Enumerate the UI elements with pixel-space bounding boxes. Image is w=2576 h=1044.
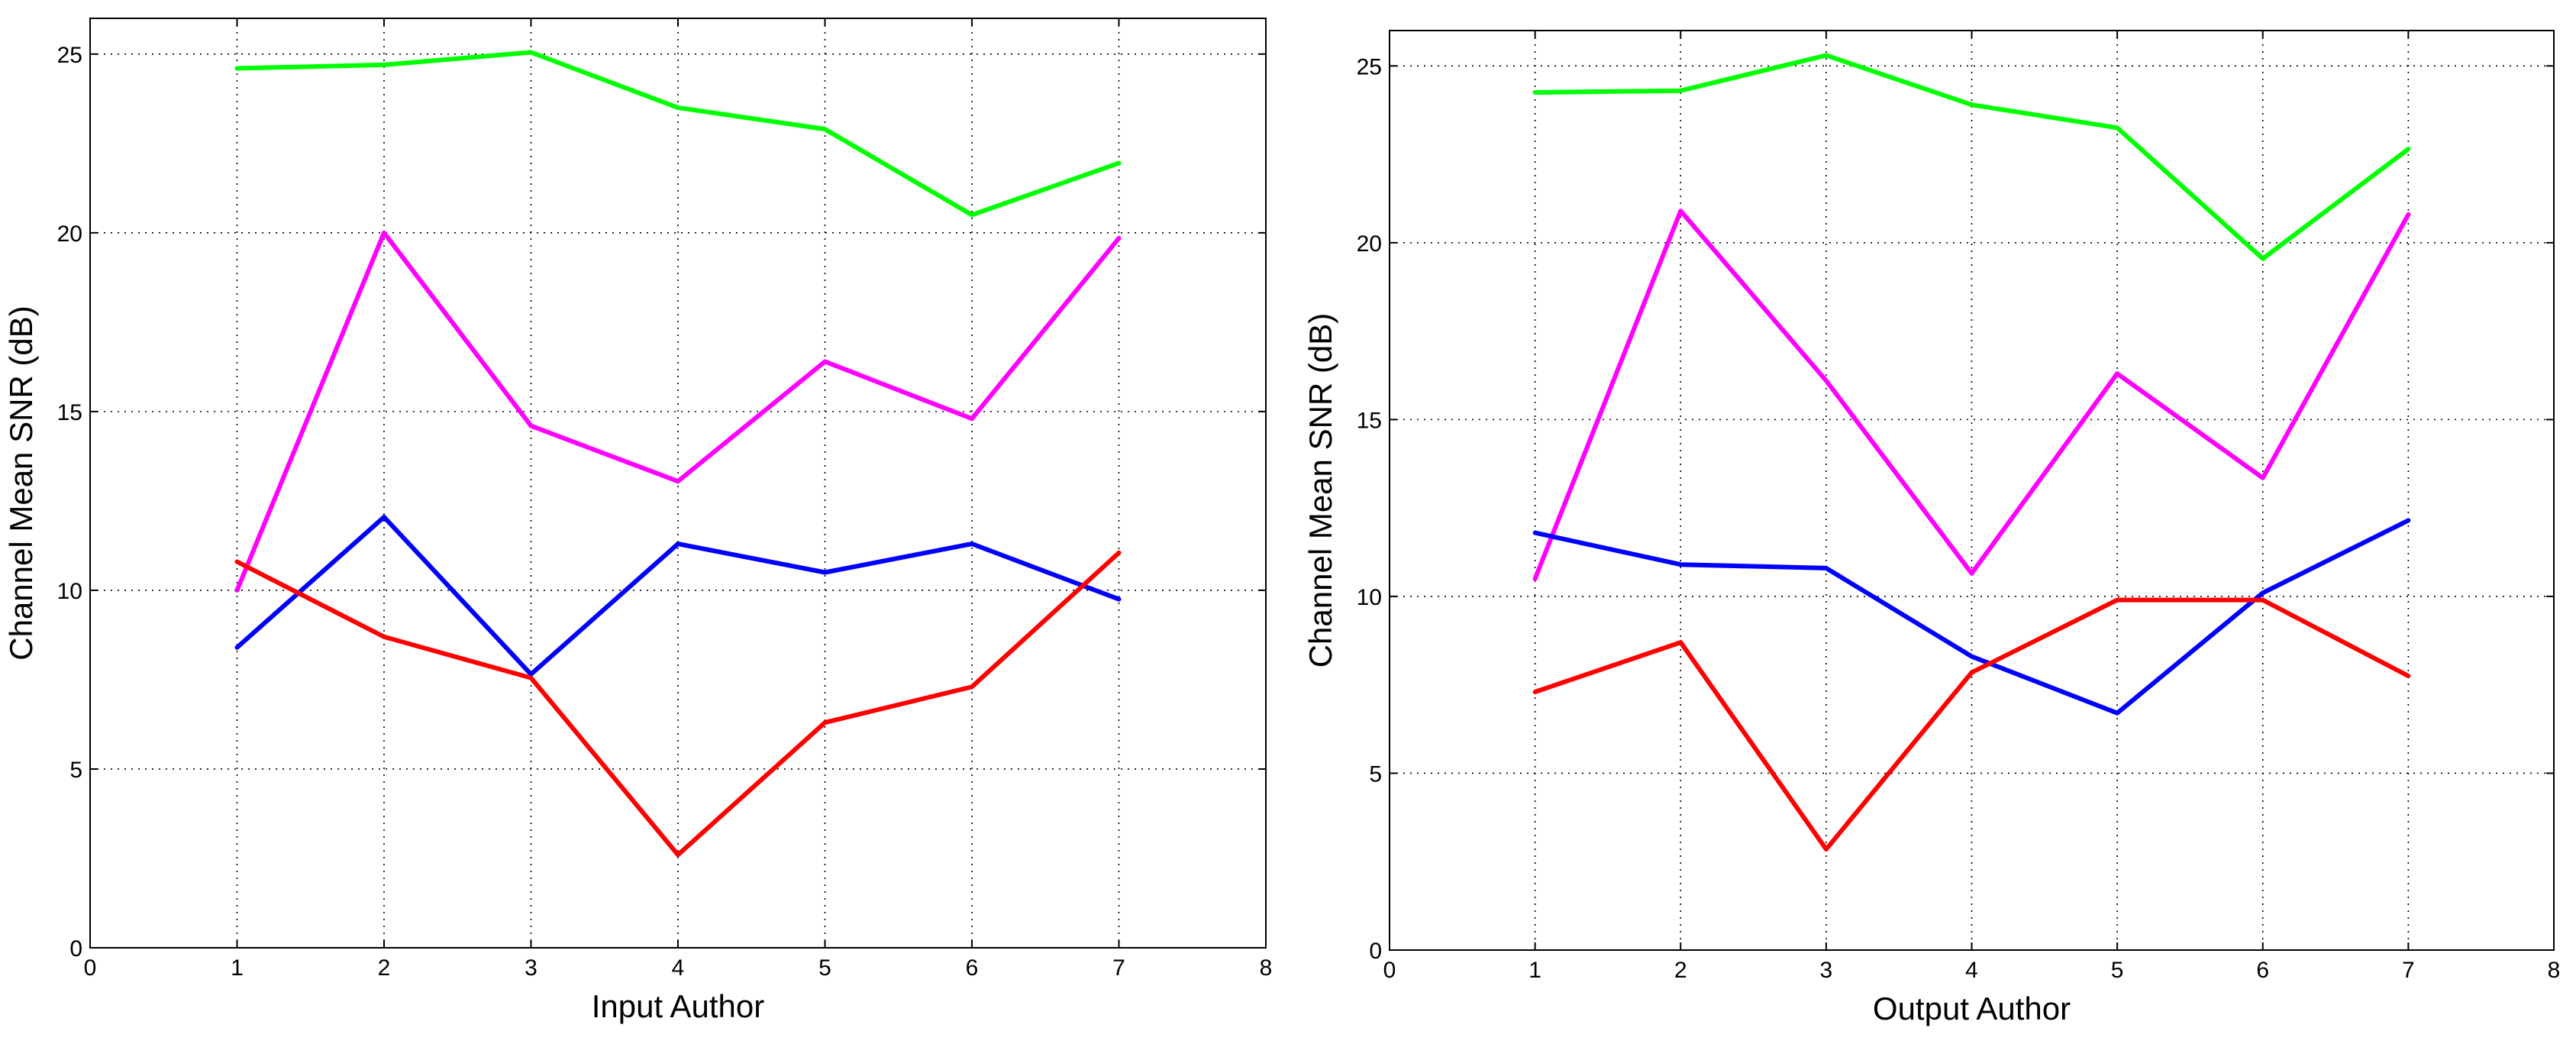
x-tick-label: 5 [818, 955, 831, 981]
y-tick-label: 10 [57, 579, 82, 604]
y-tick-label: 0 [1369, 939, 1382, 964]
x-tick-label: 3 [525, 955, 537, 981]
x-tick-label: 2 [1674, 958, 1687, 983]
right-chart: 0 1 2 3 4 5 6 7 8 0 5 10 15 20 25 Output Author Channe… [1303, 31, 2560, 1026]
y-tick-label: 5 [69, 758, 82, 783]
figure: 0 1 2 3 4 5 6 7 80510152025 Input Author Channel… [0, 0, 2576, 1044]
plot-content: 0 1 2 3 4 5 6 7 8 0 5 10 15 20 25 [57, 18, 1273, 981]
x-tick-label: 2 [378, 955, 391, 981]
x-axis-label: Input Author [592, 988, 765, 1024]
x-tick-label: 1 [1528, 958, 1541, 983]
y-axis-label: Channel Mean SNR (dB) [3, 305, 39, 661]
x-tick-label: 4 [672, 955, 685, 981]
x-tick-label: 6 [966, 955, 979, 981]
plot-content: 0 1 2 3 4 5 6 7 8 0 5 10 15 20 25 [1357, 31, 2561, 983]
y-tick-label: 0 [69, 936, 82, 962]
x-tick-label: 6 [2256, 958, 2269, 983]
y-tick-label: 15 [1357, 408, 1382, 433]
x-tick-label: 3 [1820, 958, 1833, 983]
y-tick-label: 25 [57, 43, 82, 68]
left-chart: 0 1 2 3 4 5 6 7 8 0 5 10 15 20 25 Input Author Channel… [3, 18, 1272, 1024]
x-axis-label-holder: Input Author [592, 988, 765, 1024]
x-tick-label: 1 [231, 955, 244, 981]
y-axis-label-holder: Channel Mean SNR (dB) [3, 305, 39, 661]
x-tick-label: 0 [1383, 958, 1396, 983]
y-tick-label: 15 [57, 400, 82, 425]
y-tick-label: 25 [1357, 54, 1382, 79]
x-tick-label: 0 [84, 955, 97, 981]
y-tick-label: 20 [1357, 231, 1382, 257]
y-tick-label: 10 [1357, 585, 1382, 610]
y-tick-label: 20 [57, 221, 82, 247]
y-axis-label: Channel Mean SNR (dB) [1303, 313, 1338, 668]
x-tick-label: 7 [1112, 955, 1125, 981]
x-axis-label-holder: Output Author [1873, 991, 2071, 1026]
x-tick-label: 4 [1965, 958, 1978, 983]
x-tick-label: 7 [2402, 958, 2415, 983]
y-axis-label-holder: Channel Mean SNR (dB) [1303, 313, 1338, 668]
x-tick-label: 8 [2548, 958, 2561, 983]
y-tick-label: 5 [1369, 761, 1382, 787]
x-axis-label: Output Author [1873, 991, 2071, 1026]
x-tick-label: 8 [1260, 955, 1273, 981]
x-tick-label: 5 [2111, 958, 2124, 983]
